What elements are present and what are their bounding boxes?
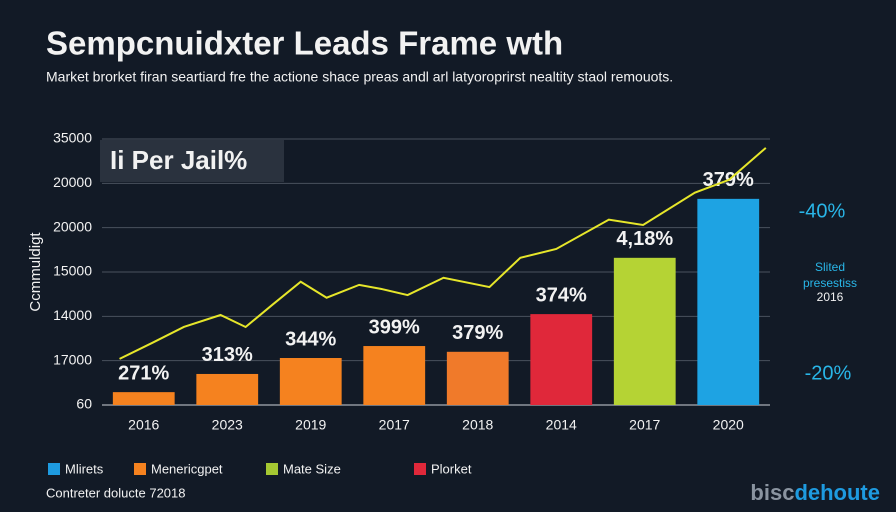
chart-title: Sempcnuidxter Leads Frame wth <box>46 25 563 62</box>
x-tick-label: 2017 <box>629 417 660 433</box>
bar-label: 271% <box>118 362 169 384</box>
bar-label: 4,18% <box>616 228 673 250</box>
legend-swatch <box>266 463 278 475</box>
bar-label: 379% <box>452 322 503 344</box>
annotation: -40% <box>799 200 846 222</box>
bar <box>530 314 593 405</box>
y-tick-label: 15000 <box>53 263 92 279</box>
y-tick-label: 20000 <box>53 218 92 234</box>
brand: biscdehoute <box>750 480 880 505</box>
y-tick-label: 17000 <box>53 351 92 367</box>
legend-label: Mate Size <box>283 461 341 476</box>
bar <box>697 198 760 405</box>
inset-box <box>100 140 284 182</box>
bar <box>363 346 426 405</box>
legend-swatch <box>134 463 146 475</box>
bar-label: 374% <box>536 284 587 306</box>
inset-label: Ii Per Jail% <box>110 145 247 175</box>
legend-label: Mlirets <box>65 461 104 476</box>
annotation: presestiss <box>803 276 857 290</box>
bar-label: 313% <box>202 344 253 366</box>
footer: Contreter dolucte 72018 <box>46 485 185 500</box>
y-axis-label: Ccmmuldigt <box>27 232 44 312</box>
x-tick-label: 2016 <box>128 417 159 433</box>
x-tick-label: 2018 <box>462 417 493 433</box>
y-tick-label: 20000 <box>53 174 92 190</box>
y-tick-label: 35000 <box>53 130 92 146</box>
annotation: 2016 <box>817 290 844 304</box>
bar <box>196 373 259 405</box>
bar-label: 399% <box>369 316 420 338</box>
x-tick-label: 2017 <box>379 417 410 433</box>
x-tick-label: 2023 <box>212 417 243 433</box>
annotation: Slited <box>815 260 845 274</box>
bar <box>279 358 342 405</box>
line <box>119 147 767 360</box>
y-tick-label: 60 <box>76 396 92 412</box>
brand-part: bisc <box>750 480 794 505</box>
legend-swatch <box>414 463 426 475</box>
y-tick-label: 14000 <box>53 307 92 323</box>
bar <box>446 351 509 405</box>
x-tick-label: 2014 <box>546 417 577 433</box>
legend-label: Menericgpet <box>151 461 223 476</box>
legend-swatch <box>48 463 60 475</box>
legend-label: Plorket <box>431 461 472 476</box>
annotation: -20% <box>805 362 852 384</box>
bar <box>613 257 676 405</box>
x-tick-label: 2020 <box>713 417 744 433</box>
x-tick-label: 2019 <box>295 417 326 433</box>
bar-label: 344% <box>285 328 336 350</box>
bar <box>112 392 175 405</box>
brand-part: dehoute <box>794 480 880 505</box>
chart-subtitle: Market brorket firan seartiard fre the a… <box>46 69 673 85</box>
